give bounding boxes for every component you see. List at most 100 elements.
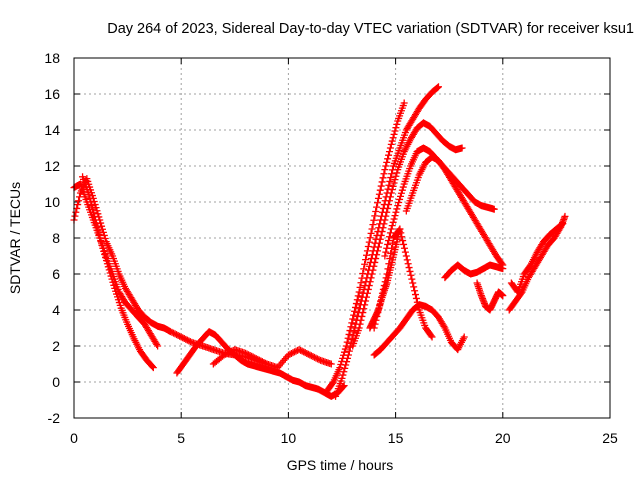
data-point bbox=[389, 218, 397, 226]
y-tick-label: 14 bbox=[44, 122, 60, 138]
data-point bbox=[385, 181, 393, 189]
data-point bbox=[356, 283, 364, 291]
data-point bbox=[561, 212, 569, 220]
x-tick-label: 10 bbox=[281, 430, 297, 446]
data-point bbox=[351, 307, 359, 315]
data-point bbox=[182, 335, 190, 343]
data-point bbox=[384, 240, 392, 248]
data-point bbox=[248, 352, 256, 360]
data-point bbox=[74, 201, 82, 209]
data-point bbox=[383, 158, 391, 166]
data-point bbox=[304, 350, 312, 358]
data-point bbox=[400, 99, 408, 107]
data-point bbox=[377, 182, 385, 190]
series-arc-15 bbox=[473, 279, 507, 314]
data-point bbox=[392, 172, 400, 180]
data-point bbox=[366, 234, 374, 242]
data-point bbox=[408, 275, 416, 283]
data-point bbox=[389, 182, 397, 190]
data-point bbox=[356, 320, 364, 328]
series-arc-8 bbox=[349, 119, 466, 350]
data-point bbox=[249, 353, 257, 361]
data-point bbox=[347, 323, 355, 331]
data-point bbox=[399, 183, 407, 191]
data-point bbox=[365, 282, 373, 290]
data-point bbox=[434, 83, 442, 91]
data-point bbox=[376, 235, 384, 243]
data-point bbox=[390, 215, 398, 223]
data-point bbox=[392, 208, 400, 216]
y-tick-labels: -2 0 2 4 6 8 10 12 14 16 18 bbox=[44, 50, 60, 426]
data-point bbox=[102, 257, 110, 265]
data-point bbox=[350, 328, 358, 336]
data-point bbox=[336, 364, 344, 372]
chart-title: Day 264 of 2023, Sidereal Day-to-day VTE… bbox=[107, 21, 634, 37]
data-point bbox=[363, 293, 371, 301]
data-point bbox=[346, 327, 354, 335]
data-point bbox=[350, 311, 358, 319]
data-point bbox=[412, 291, 420, 299]
data-point bbox=[373, 203, 381, 211]
data-point bbox=[378, 228, 386, 236]
data-point bbox=[386, 193, 394, 201]
data-point bbox=[440, 322, 448, 330]
series-arc-1 bbox=[70, 175, 271, 368]
data-point bbox=[366, 278, 374, 286]
data-point bbox=[327, 360, 335, 368]
data-point bbox=[340, 348, 348, 356]
x-tick-label: 0 bbox=[70, 430, 78, 446]
data-point bbox=[345, 347, 353, 355]
data-point bbox=[254, 355, 262, 363]
data-point bbox=[391, 176, 399, 184]
data-point bbox=[170, 329, 178, 337]
data-point bbox=[370, 216, 378, 224]
data-point bbox=[242, 349, 250, 357]
data-point bbox=[371, 212, 379, 220]
data-point bbox=[398, 186, 406, 194]
data-point bbox=[173, 331, 181, 339]
data-point bbox=[386, 144, 394, 152]
data-point bbox=[309, 353, 317, 361]
data-points bbox=[70, 83, 569, 400]
data-point bbox=[387, 189, 395, 197]
data-point bbox=[393, 120, 401, 128]
series-arc-5 bbox=[209, 346, 335, 372]
data-point bbox=[343, 358, 351, 366]
data-point bbox=[382, 212, 390, 220]
data-point bbox=[395, 199, 403, 207]
data-point bbox=[387, 249, 395, 257]
data-point bbox=[357, 279, 365, 287]
data-point bbox=[171, 330, 179, 338]
data-point bbox=[404, 260, 412, 268]
series-arc-10 bbox=[366, 225, 404, 332]
data-point bbox=[103, 260, 111, 268]
data-point bbox=[98, 222, 106, 230]
data-point bbox=[315, 356, 323, 364]
y-tick-label: 16 bbox=[44, 86, 60, 102]
data-point bbox=[91, 212, 99, 220]
data-point bbox=[381, 252, 389, 260]
data-point bbox=[177, 333, 185, 341]
data-point bbox=[298, 347, 306, 355]
data-point bbox=[499, 292, 507, 300]
data-point bbox=[261, 359, 269, 367]
data-point bbox=[387, 174, 395, 182]
data-point bbox=[252, 355, 260, 363]
data-point bbox=[353, 296, 361, 304]
x-tick-label: 25 bbox=[602, 430, 618, 446]
data-point bbox=[300, 348, 308, 356]
data-point bbox=[361, 301, 369, 309]
data-point bbox=[390, 130, 398, 138]
data-point bbox=[168, 328, 176, 336]
data-point bbox=[391, 127, 399, 135]
data-point bbox=[312, 354, 320, 362]
y-tick-label: 12 bbox=[44, 158, 60, 174]
data-point bbox=[559, 220, 567, 228]
data-point bbox=[367, 274, 375, 282]
data-point bbox=[88, 202, 96, 210]
data-point bbox=[406, 267, 414, 275]
data-point bbox=[383, 208, 391, 216]
data-point bbox=[428, 333, 436, 341]
data-point bbox=[344, 354, 352, 362]
data-point bbox=[101, 250, 109, 258]
